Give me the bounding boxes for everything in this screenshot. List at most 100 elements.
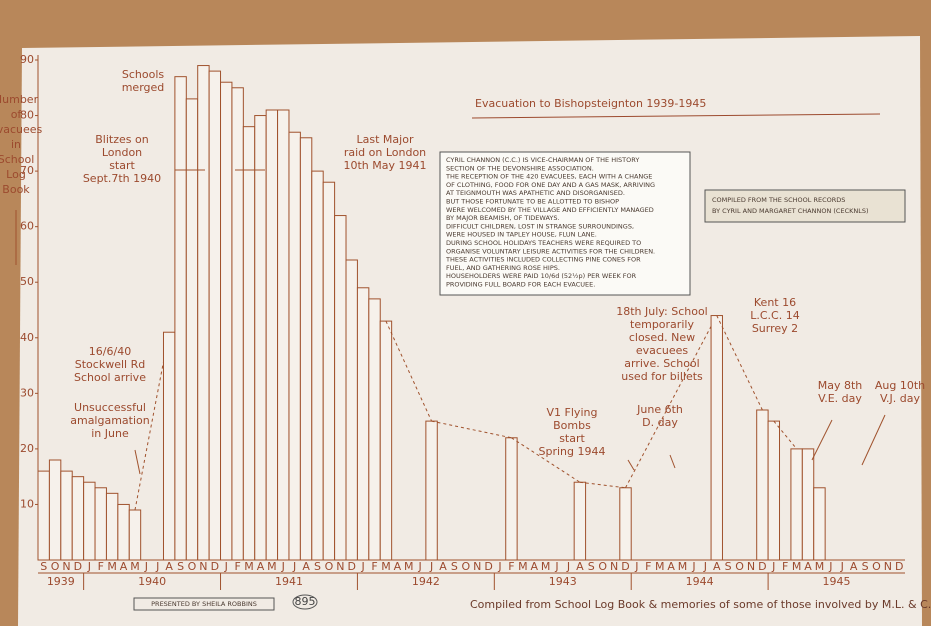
compiled-text: COMPILED FROM THE SCHOOL RECORDS: [712, 196, 845, 204]
x-tick-label: J: [429, 560, 433, 573]
x-tick-label: O: [872, 560, 881, 573]
annotation: used for billets: [621, 370, 703, 383]
y-axis-label: Number: [0, 93, 39, 106]
y-tick-label: 10: [20, 497, 34, 510]
annotation: D. day: [642, 416, 678, 429]
x-tick-label: J: [840, 560, 844, 573]
annotation: temporarily: [630, 318, 694, 331]
x-tick-label: J: [155, 560, 159, 573]
x-tick-label: A: [576, 560, 584, 573]
year-label: 1942: [412, 575, 440, 588]
pointer-arrow: [669, 454, 676, 469]
annotation: Blitzes on: [95, 133, 148, 146]
x-tick-label: M: [815, 560, 825, 573]
bar: [356, 287, 370, 561]
x-tick-label: M: [107, 560, 117, 573]
y-axis-label: of: [11, 108, 23, 121]
bar: [37, 470, 50, 561]
bar: [220, 81, 233, 561]
annotation: Kent 16: [754, 296, 796, 309]
annotation: School arrive: [74, 371, 146, 384]
bar: [573, 481, 587, 561]
x-tick-label: J: [634, 560, 638, 573]
x-tick-label: N: [62, 560, 70, 573]
bar: [277, 109, 290, 561]
x-tick-label: J: [224, 560, 228, 573]
x-tick-label: M: [792, 560, 802, 573]
x-tick-label: J: [703, 560, 707, 573]
bar: [197, 65, 210, 561]
note-text: BUT THOSE FORTUNATE TO BE ALLOTTED TO BI…: [446, 198, 619, 206]
x-tick-label: F: [782, 560, 788, 573]
compiled-text: BY CYRIL AND MARGARET CHANNON (CECKNLS): [712, 207, 869, 215]
x-tick-label: M: [267, 560, 277, 573]
y-tick-label: 70: [20, 164, 34, 177]
x-tick-label: F: [371, 560, 377, 573]
x-tick-label: J: [554, 560, 558, 573]
bar: [345, 259, 358, 561]
x-tick-label: O: [51, 560, 60, 573]
x-tick-label: M: [655, 560, 665, 573]
x-tick-label: J: [144, 560, 148, 573]
note-text: DIFFICULT CHILDREN, LOST IN STRANGE SURR…: [446, 222, 634, 230]
bar: [60, 470, 73, 561]
year-label: 1941: [275, 575, 303, 588]
gap-connector: [579, 481, 626, 489]
x-tick-label: S: [314, 560, 321, 573]
x-tick-label: N: [473, 560, 481, 573]
bar: [505, 437, 518, 561]
x-tick-label: S: [725, 560, 732, 573]
x-tick-label: A: [302, 560, 310, 573]
x-tick-label: A: [165, 560, 173, 573]
bar: [71, 476, 85, 561]
x-tick-label: O: [735, 560, 744, 573]
note-text: ORGANISE VOLUNTARY LEISURE ACTIVITIES FO…: [446, 247, 655, 255]
annotation: V.J. day: [880, 392, 921, 405]
x-tick-label: O: [461, 560, 470, 573]
note-text: WERE HOUSED IN TAPLEY HOUSE, FLUN LANE.: [446, 231, 597, 239]
x-tick-label: O: [598, 560, 607, 573]
annotation: London: [102, 146, 142, 159]
gap-connector: [431, 420, 512, 439]
x-tick-label: F: [234, 560, 240, 573]
x-tick-label: J: [418, 560, 422, 573]
annotation: merged: [122, 81, 165, 94]
bar: [254, 115, 267, 561]
annotation: 16/6/40: [89, 345, 131, 358]
x-tick-label: M: [678, 560, 688, 573]
pointer-arrow: [627, 459, 635, 471]
x-tick-label: A: [439, 560, 447, 573]
bar: [117, 503, 130, 561]
bar: [185, 98, 199, 561]
bar: [265, 109, 279, 561]
annotation: Sept.7th 1940: [83, 172, 161, 185]
x-tick-label: J: [771, 560, 775, 573]
y-tick-label: 40: [20, 331, 34, 344]
x-tick-label: A: [257, 560, 265, 573]
bar: [83, 481, 96, 561]
annotation: May 8th: [818, 379, 863, 392]
annotation: June 6th: [636, 403, 683, 416]
bar: [813, 487, 826, 561]
bar: [619, 487, 632, 561]
annotation: arrive. School: [624, 357, 699, 370]
x-tick-label: N: [336, 560, 344, 573]
y-axis-label: Book: [2, 183, 30, 196]
y-tick-label: 30: [20, 386, 34, 399]
y-tick-label: 90: [20, 53, 34, 66]
x-tick-label: O: [325, 560, 334, 573]
x-tick-label: D: [347, 560, 355, 573]
year-label: 1943: [549, 575, 577, 588]
bar: [299, 137, 313, 561]
x-tick-label: A: [394, 560, 402, 573]
x-tick-label: F: [645, 560, 651, 573]
compiled-box: [704, 189, 906, 223]
x-tick-label: J: [497, 560, 501, 573]
annotation: start: [559, 432, 585, 445]
bar: [790, 448, 803, 561]
note-text: CYRIL CHANNON (C.C.) IS VICE-CHAIRMAN OF…: [446, 156, 639, 164]
bar: [242, 126, 256, 561]
x-tick-label: J: [691, 560, 695, 573]
y-tick-label: 60: [20, 220, 34, 233]
